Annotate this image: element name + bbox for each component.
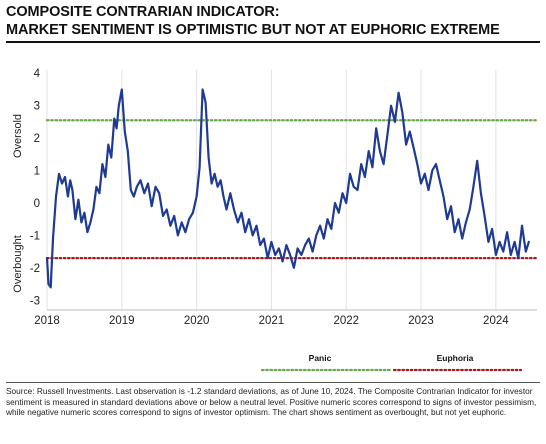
x-tick-label: 2019 (109, 315, 135, 327)
x-tick-label: 2021 (259, 315, 285, 327)
x-tick-label: 2022 (333, 315, 359, 327)
legend-label-panic: Panic (309, 353, 332, 363)
x-tick-label: 2023 (408, 315, 434, 327)
source-footnote: Source: Russell Investments. Last observ… (6, 386, 537, 418)
y-axis-tick-labels: -3 -2 -1 0 1 2 3 4 (30, 68, 41, 307)
series-line-0 (45, 88, 530, 289)
title-divider (6, 41, 540, 43)
footnote-divider (6, 382, 540, 383)
chart-title: COMPOSITE CONTRARIAN INDICATOR: MARKET S… (6, 3, 540, 39)
y-tick-label: 1 (34, 166, 40, 178)
y-tick-label: 2 (34, 133, 40, 145)
x-axis-tick-labels: 2018 2019 2020 2021 2022 2023 2024 (34, 315, 509, 327)
y-tick-label: 3 (34, 101, 40, 113)
y-tick-label: 4 (34, 68, 41, 80)
x-tick-label: 2020 (184, 315, 210, 327)
overbought-label: Overbought (12, 235, 24, 292)
y-tick-label: -3 (30, 295, 40, 307)
oversold-label: Oversold (12, 114, 24, 158)
plot-area (45, 88, 530, 289)
chart-legend: Panic Euphoria (260, 353, 523, 372)
y-tick-label: -1 (30, 230, 40, 242)
x-tick-label: 2024 (483, 315, 509, 327)
sentiment-line-chart: -3 -2 -1 0 1 2 3 4 2018 2019 2020 2021 2022 2023 2024… (12, 68, 539, 372)
y-tick-label: -2 (30, 263, 40, 275)
x-tick-label: 2018 (34, 315, 60, 327)
chart-title-line-2: MARKET SENTIMENT IS OPTIMISTIC BUT NOT A… (6, 22, 500, 38)
chart-title-line-1: COMPOSITE CONTRARIAN INDICATOR: (6, 4, 280, 20)
y-tick-label: 0 (34, 198, 40, 210)
legend-label-euphoria: Euphoria (437, 353, 474, 363)
vertical-gridlines (46, 70, 537, 311)
